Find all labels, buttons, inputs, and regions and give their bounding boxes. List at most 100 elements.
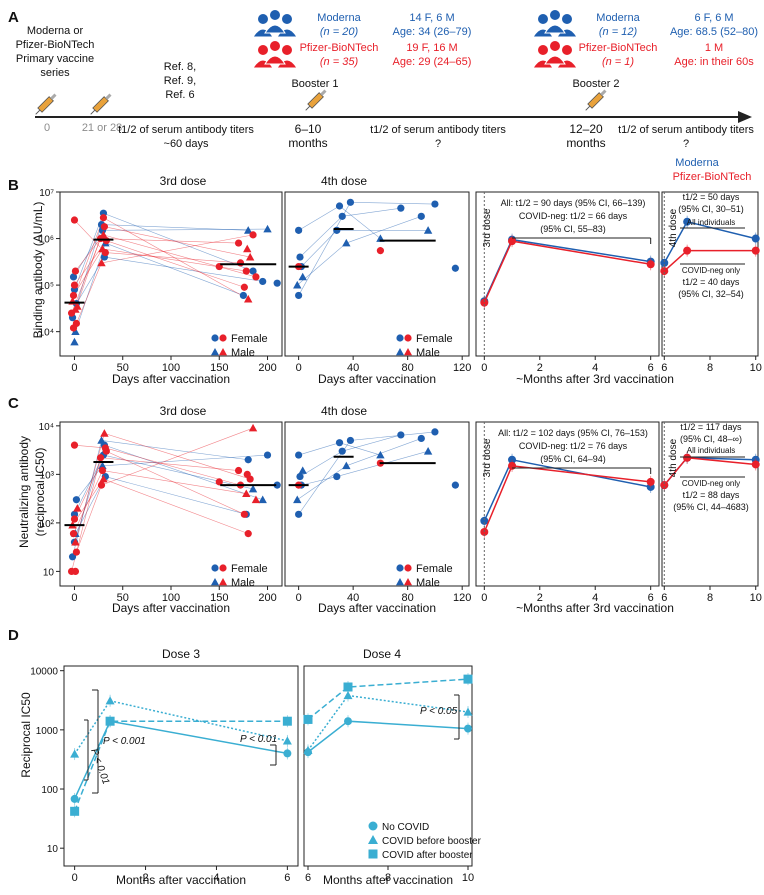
data-point xyxy=(273,279,281,287)
legend-marker xyxy=(219,578,227,586)
panel-title: 3rd dose xyxy=(160,174,207,188)
subject-trajectory xyxy=(346,216,422,244)
data-point xyxy=(295,510,303,518)
data-point xyxy=(73,504,82,512)
data-point xyxy=(346,198,355,206)
y-tick-label: 10³ xyxy=(40,470,55,481)
data-point xyxy=(70,216,79,224)
syringe-icon-needle xyxy=(90,109,96,115)
data-point xyxy=(71,267,80,275)
subject-trajectory xyxy=(101,427,254,486)
x-tick-label: 150 xyxy=(210,362,228,374)
dose-tag: 3rd dose xyxy=(482,438,493,477)
data-point xyxy=(234,466,243,475)
subject-trajectory xyxy=(301,476,337,486)
legend-label: No COVID xyxy=(382,822,429,833)
b1-moderna-sex: 14 F, 6 M xyxy=(409,12,454,24)
pfizer-people-icon xyxy=(532,40,578,69)
halflife-annotation: (95% CI, 64–94) xyxy=(540,454,606,464)
series-line xyxy=(307,720,469,753)
series-line xyxy=(307,678,469,720)
subject-trajectory xyxy=(350,202,435,205)
y-tick-label: 10 xyxy=(43,567,55,578)
data-point xyxy=(417,212,425,220)
ref-text: Ref. 6 xyxy=(165,89,194,101)
subject-trajectory xyxy=(75,433,105,543)
panel-frame xyxy=(284,191,470,357)
data-point xyxy=(99,214,108,222)
data-point xyxy=(376,247,385,255)
subject-trajectory xyxy=(298,205,340,231)
primary-series-text: Pfizer-BioNTech xyxy=(16,39,95,51)
syringe-icon-needle xyxy=(35,109,41,115)
booster-1-time-unit: months xyxy=(288,136,327,150)
legend-marker xyxy=(404,578,412,586)
p-value: P < 0.01 xyxy=(240,734,277,745)
data-point xyxy=(70,337,79,346)
data-point xyxy=(296,472,304,481)
data-point xyxy=(215,478,223,486)
series-point xyxy=(646,477,655,486)
b2-pfizer-age: Age: in their 60s xyxy=(674,56,754,68)
subject-trajectory xyxy=(297,465,347,500)
series-point xyxy=(343,691,353,700)
data-point xyxy=(244,530,252,538)
subject-trajectory xyxy=(76,465,103,500)
x-tick-label: 40 xyxy=(347,592,359,604)
data-point xyxy=(98,461,107,470)
data-point xyxy=(249,231,257,239)
data-point xyxy=(333,472,341,481)
legend-label: COVID before booster xyxy=(382,836,482,847)
halflife-annotation: t1/2 = 117 days xyxy=(680,422,742,432)
ref-text: Ref. 8, xyxy=(164,61,196,73)
x-tick-label: 2 xyxy=(142,872,148,884)
series-point xyxy=(683,246,692,255)
data-point xyxy=(245,252,255,261)
data-point xyxy=(69,291,78,300)
data-point xyxy=(298,466,307,474)
panel-label-d: D xyxy=(8,627,19,644)
y-tick-label: 10⁴ xyxy=(39,328,54,339)
series-point xyxy=(464,724,472,733)
legend-marker xyxy=(396,564,404,572)
legend-female: Female xyxy=(416,563,453,575)
x-tick-label: 100 xyxy=(162,592,180,604)
x-tick-label: 6 xyxy=(661,362,667,374)
dose-tag: 4th dose xyxy=(668,208,679,247)
syringe-icon xyxy=(585,89,607,111)
halflife-annotation: t1/2 = 50 days xyxy=(683,192,740,202)
halflife-annotation: All individuals xyxy=(687,218,735,227)
data-point xyxy=(335,202,344,210)
x-tick-label: 8 xyxy=(707,362,713,374)
moderna-people-icon-head xyxy=(269,9,281,21)
syringe-icon-needle xyxy=(585,105,591,111)
series-point xyxy=(303,714,313,724)
subject-trajectory xyxy=(350,431,435,441)
data-point xyxy=(242,267,250,275)
series-point xyxy=(480,298,489,307)
subject-trajectory xyxy=(342,207,401,217)
halflife-annotation: (95% CI, 30–51) xyxy=(678,204,744,214)
x-tick-label: 10 xyxy=(750,362,762,374)
series-point xyxy=(303,745,313,754)
pfizer-people-icon-head xyxy=(549,40,561,52)
series-point xyxy=(480,516,489,525)
subject-trajectory xyxy=(104,444,263,501)
subject-trajectory xyxy=(105,252,241,264)
data-point xyxy=(98,466,107,475)
data-point xyxy=(295,291,303,300)
data-point xyxy=(101,248,109,257)
series-line xyxy=(307,694,469,751)
halflife-annotation: t1/2 = 88 days xyxy=(683,490,740,500)
series-line xyxy=(73,720,288,800)
halflife-annotation: All: t1/2 = 102 days (95% CI, 76–153) xyxy=(498,428,648,438)
moderna-people-icon-body xyxy=(264,24,286,34)
series-point xyxy=(683,453,692,462)
x-tick-label: 50 xyxy=(117,592,129,604)
y-tick-label: 10⁷ xyxy=(39,188,54,199)
series-point xyxy=(105,716,115,726)
timeline-tick-21: 21 or 28 xyxy=(82,122,122,134)
pfizer-people-icon-head xyxy=(281,44,293,56)
legend-moderna: Moderna xyxy=(675,157,719,169)
